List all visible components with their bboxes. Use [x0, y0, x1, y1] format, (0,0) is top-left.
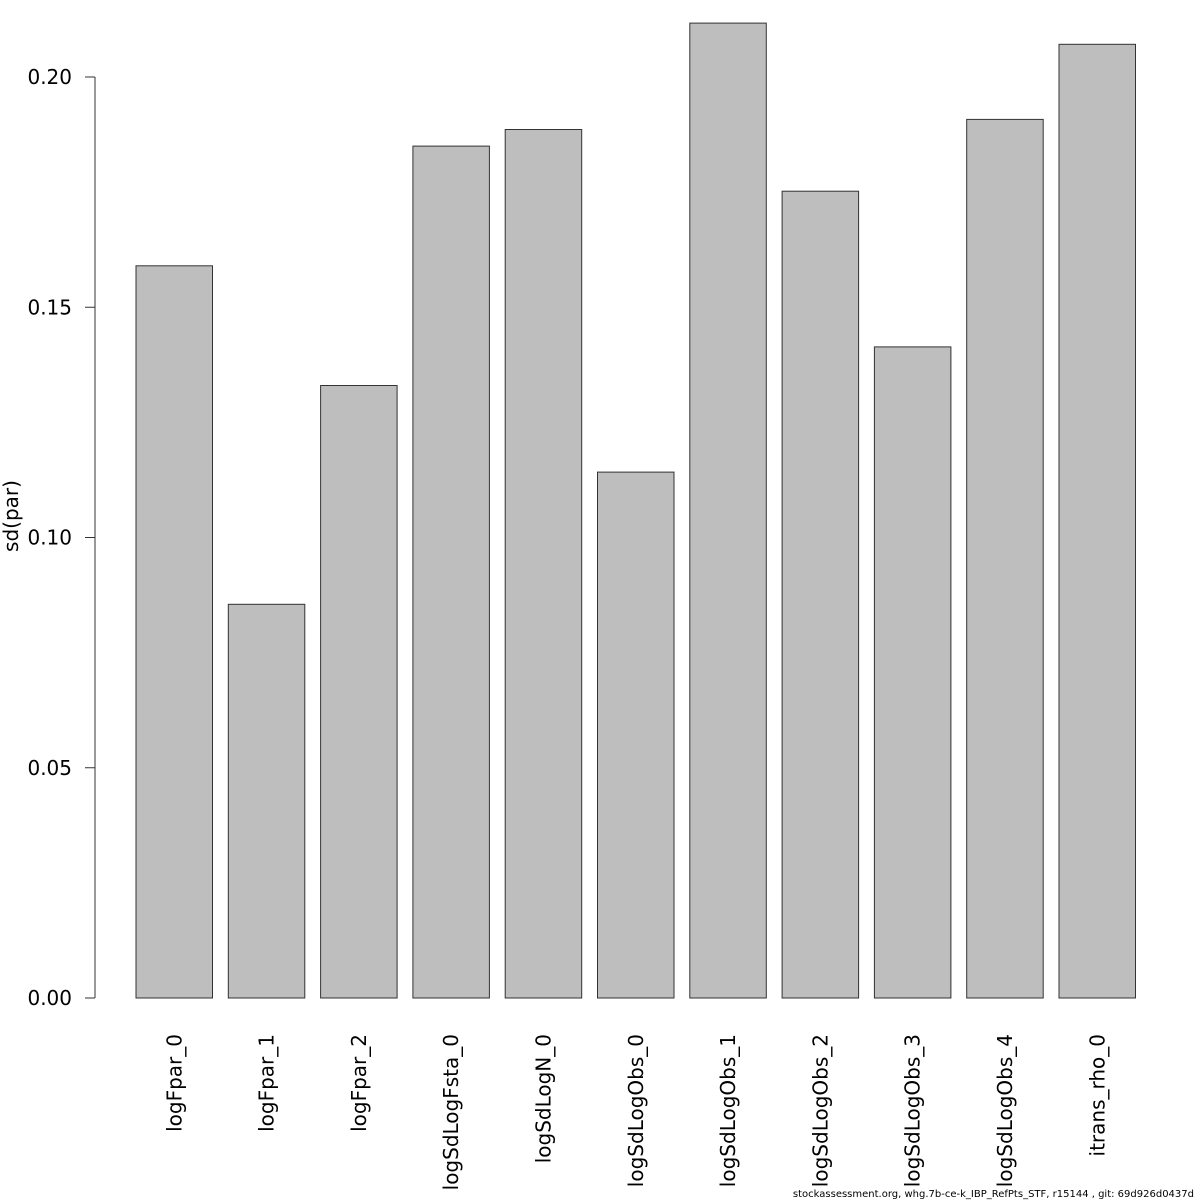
x-tick-label: logFpar_0: [162, 1034, 186, 1132]
x-tick-label: itrans_rho_0: [1085, 1034, 1109, 1156]
x-tick-label: logSdLogObs_0: [624, 1034, 648, 1187]
footer-note: stockassessment.org, whg.7b-ce-k_IBP_Ref…: [792, 1189, 1194, 1200]
bar-logSdLogObs_3: [873, 346, 952, 999]
y-axis-title: sd(par): [0, 480, 23, 552]
bar-logFpar_2: [320, 385, 398, 999]
bar-logSdLogFsta_0: [412, 145, 490, 999]
x-tick-label: logFpar_2: [347, 1034, 371, 1132]
y-tick-label: 0.15: [27, 295, 72, 319]
bar-logSdLogObs_1: [689, 22, 767, 999]
x-tick-label: logSdLogN_0: [532, 1034, 556, 1163]
x-tick-label: logSdLogFsta_0: [439, 1034, 463, 1190]
x-tick-label: logFpar_1: [255, 1034, 279, 1132]
x-tick-label: logSdLogObs_2: [808, 1034, 832, 1187]
bar-logSdLogN_0: [504, 129, 583, 999]
x-tick-label: logSdLogObs_3: [901, 1034, 925, 1187]
y-tick-label: 0.00: [27, 986, 72, 1010]
bar-logSdLogObs_2: [781, 190, 860, 999]
y-tick-label: 0.05: [27, 756, 72, 780]
bar-logFpar_1: [227, 603, 306, 999]
bars-group: [135, 22, 1136, 999]
x-tick-label: logSdLogObs_1: [716, 1034, 740, 1187]
x-tick-label: logSdLogObs_4: [993, 1034, 1017, 1187]
y-axis: 0.00 0.05 0.10 0.15 0.20: [27, 65, 96, 1010]
bar-logSdLogObs_0: [597, 471, 675, 999]
bar-itrans_rho_0: [1058, 43, 1136, 999]
bar-logFpar_0: [135, 265, 213, 999]
bar-logSdLogObs_4: [966, 118, 1044, 999]
y-tick-label: 0.20: [27, 65, 72, 89]
x-axis-category-labels: logFpar_0 logFpar_1 logFpar_2 logSdLogFsta_…: [162, 1034, 1109, 1190]
y-tick-label: 0.10: [27, 526, 72, 550]
